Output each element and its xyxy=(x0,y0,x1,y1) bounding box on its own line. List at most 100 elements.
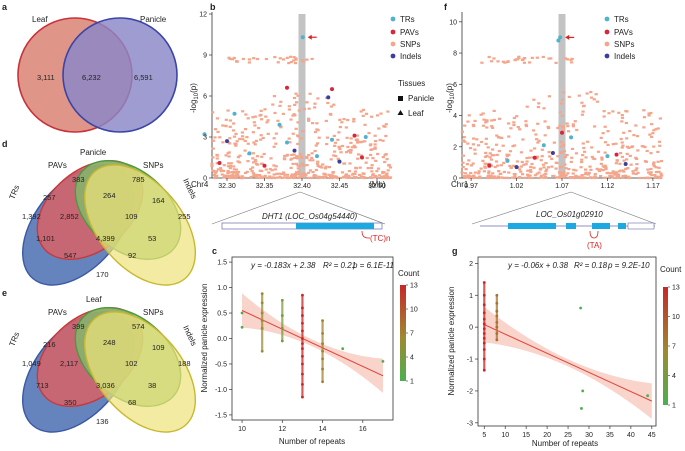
g-xlabel: Number of repeats xyxy=(532,439,598,448)
c-frame xyxy=(231,256,394,421)
f-snp-point xyxy=(467,114,471,117)
b-snp-point xyxy=(294,57,298,60)
venn-d-pavs-label: PAVs xyxy=(48,161,67,170)
c-data-point xyxy=(260,349,264,353)
f-exon-4 xyxy=(618,223,626,229)
b-snp-point xyxy=(276,119,280,122)
f-snp-point xyxy=(600,158,604,161)
b-snp-point xyxy=(336,157,340,160)
c-data-point xyxy=(260,319,264,323)
b-snp-point xyxy=(325,136,330,139)
venn-d-trs-label: TRs xyxy=(8,184,22,201)
f-snp-point xyxy=(620,114,624,117)
venn-a: Leaf Panicle 3,111 6,232 6,591 xyxy=(17,15,178,133)
c-pvalue: p = 6.1E-11 xyxy=(352,261,394,270)
b-ytick-label: 0 xyxy=(203,176,207,183)
f-snp-point xyxy=(479,113,483,116)
b-snp-point xyxy=(386,110,390,113)
f-snp-point xyxy=(617,170,621,173)
g-xtick-label: 40 xyxy=(627,432,635,439)
b-snp-point xyxy=(212,176,217,180)
b-snp-point xyxy=(227,171,231,174)
g-fit-line xyxy=(484,324,653,402)
f-snp-point xyxy=(651,132,655,135)
c-data-point xyxy=(301,347,304,351)
f-snp-point xyxy=(502,161,506,165)
b-snp-point xyxy=(291,132,295,135)
g-xtick-label: 20 xyxy=(543,432,551,439)
b-trs-point xyxy=(202,132,207,137)
b-snp-point xyxy=(285,154,289,157)
b-snp-point xyxy=(296,167,300,170)
b-snp-point xyxy=(307,119,311,122)
b-snp-point xyxy=(366,166,370,170)
b-snp-point xyxy=(361,108,366,112)
f-snp-point xyxy=(539,159,543,162)
f-snp-point xyxy=(461,161,465,164)
c-ytick-label: 0.5 xyxy=(217,311,227,318)
f-snp-point xyxy=(622,170,626,173)
b-pavs-point xyxy=(360,155,364,160)
b-snp-point xyxy=(370,164,374,167)
b-legend-panicle-marker xyxy=(398,96,403,101)
g-data-point xyxy=(482,303,486,307)
f-snp-point xyxy=(564,167,568,170)
b-snp-point xyxy=(231,175,235,178)
b-snp-point xyxy=(382,175,386,178)
b-snp-point xyxy=(311,171,315,174)
venn-d-n15: 170 xyxy=(96,270,109,279)
c-ytick-label: -1.5 xyxy=(215,412,227,419)
b-snp-point xyxy=(388,176,392,180)
venn-e: Leaf PAVs SNPs TRs Indels 399 574 216 24… xyxy=(8,295,198,433)
f-snp-point xyxy=(504,157,509,160)
f-snp-point xyxy=(492,109,496,113)
b-snp-point xyxy=(249,175,253,179)
b-snp-point xyxy=(384,123,388,126)
f-utr xyxy=(627,222,655,230)
venn-d-tissue-title: Panicle xyxy=(80,148,107,157)
f-snp-point xyxy=(537,176,541,180)
b-snp-point xyxy=(245,136,249,139)
f-snp-point xyxy=(643,160,647,163)
b-pavs-point xyxy=(285,85,289,90)
b-snp-point xyxy=(294,101,299,104)
f-snp-point xyxy=(580,158,584,161)
venn-e-n10: 713 xyxy=(36,381,49,390)
f-snp-point xyxy=(561,125,565,128)
f-snp-point xyxy=(512,121,516,124)
f-snp-point xyxy=(559,176,563,179)
b-snp-point xyxy=(308,159,312,162)
b-snp-point xyxy=(283,176,287,179)
b-snp-point xyxy=(295,171,299,174)
f-snp-point xyxy=(466,176,470,179)
b-snp-point xyxy=(228,142,232,145)
f-snp-point xyxy=(593,176,597,180)
f-snp-point xyxy=(567,95,571,99)
b-snp-point xyxy=(272,137,276,140)
c-colorbar-label: 10 xyxy=(410,307,418,314)
f-snp-point xyxy=(581,110,585,113)
f-snp-point xyxy=(566,125,570,128)
venn-e-n15: 136 xyxy=(96,417,109,426)
b-snp-point xyxy=(278,57,282,60)
b-snp-point xyxy=(388,166,393,169)
b-snp-point xyxy=(296,121,300,124)
b-snp-point xyxy=(287,105,291,108)
b-snp-point xyxy=(376,167,381,170)
b-xtick-label: 32.30 xyxy=(218,183,236,190)
b-snp-point xyxy=(245,170,249,174)
f-snp-point xyxy=(547,95,551,98)
f-snp-point xyxy=(565,153,569,157)
f-snp-point xyxy=(514,176,518,180)
b-legend-trs-marker xyxy=(390,16,396,22)
b-snp-point xyxy=(297,176,301,179)
b-snp-point xyxy=(252,141,256,144)
f-snp-point xyxy=(605,172,609,175)
b-snp-point xyxy=(352,117,356,121)
venn-d-n3: 257 xyxy=(43,193,56,202)
b-snp-point xyxy=(338,125,342,129)
f-snp-point xyxy=(485,154,489,157)
b-snp-point xyxy=(352,120,356,123)
venn-e-tissue-title: Leaf xyxy=(86,295,102,304)
panel-label-b: b xyxy=(210,2,216,12)
